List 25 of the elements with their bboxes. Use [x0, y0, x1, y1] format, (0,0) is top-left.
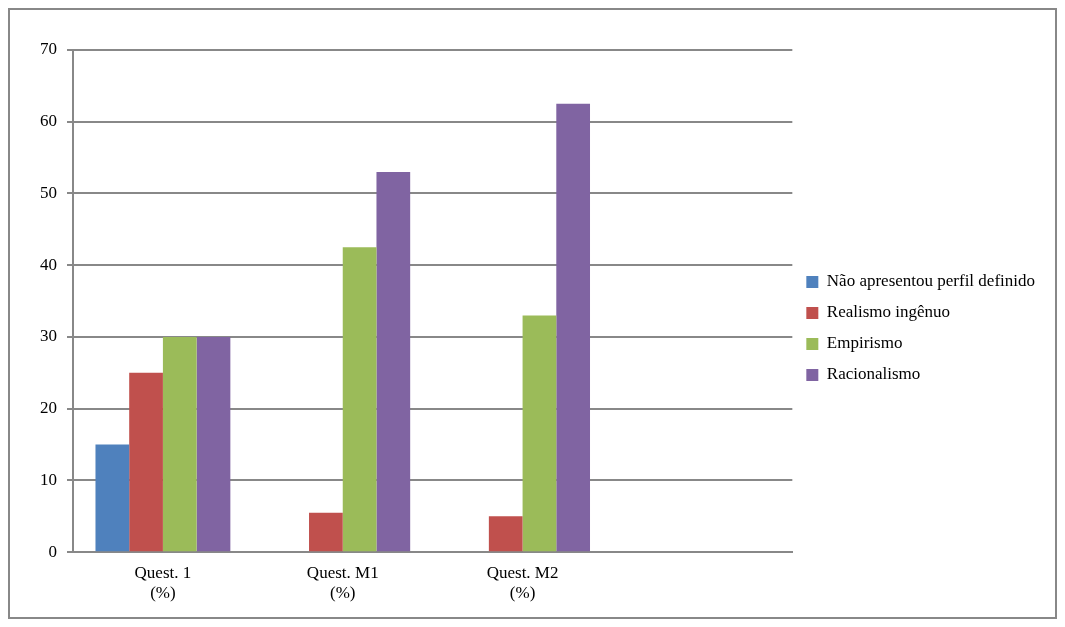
- x-tick-label: Quest. 1 (%): [134, 562, 192, 603]
- y-tick-label: 30: [40, 326, 57, 346]
- bar: [556, 103, 591, 552]
- x-tick-label: Quest. M1 (%): [306, 562, 379, 603]
- bar: [162, 336, 197, 552]
- legend-label: Realismo ingênuo: [826, 302, 951, 322]
- legend-label: Racionalismo: [826, 364, 921, 384]
- x-tick-label: Quest. M2 (%): [486, 562, 559, 603]
- bar: [95, 444, 130, 552]
- bar: [196, 336, 231, 552]
- y-tick-label: 70: [40, 39, 57, 59]
- y-tick-label: 50: [40, 182, 57, 202]
- legend-label: Empirismo: [826, 333, 903, 353]
- bar: [522, 315, 557, 552]
- bar: [309, 512, 343, 552]
- y-tick-label: 40: [40, 254, 57, 274]
- y-tick-label: 20: [40, 398, 57, 418]
- bar: [488, 516, 523, 552]
- legend-label: Não apresentou perfil definido: [826, 271, 1036, 291]
- y-tick-label: 60: [40, 111, 57, 131]
- bar: [342, 247, 377, 552]
- bar: [129, 372, 163, 552]
- bar: [376, 171, 411, 552]
- y-tick-label: 0: [48, 541, 57, 561]
- y-tick-label: 10: [40, 469, 57, 489]
